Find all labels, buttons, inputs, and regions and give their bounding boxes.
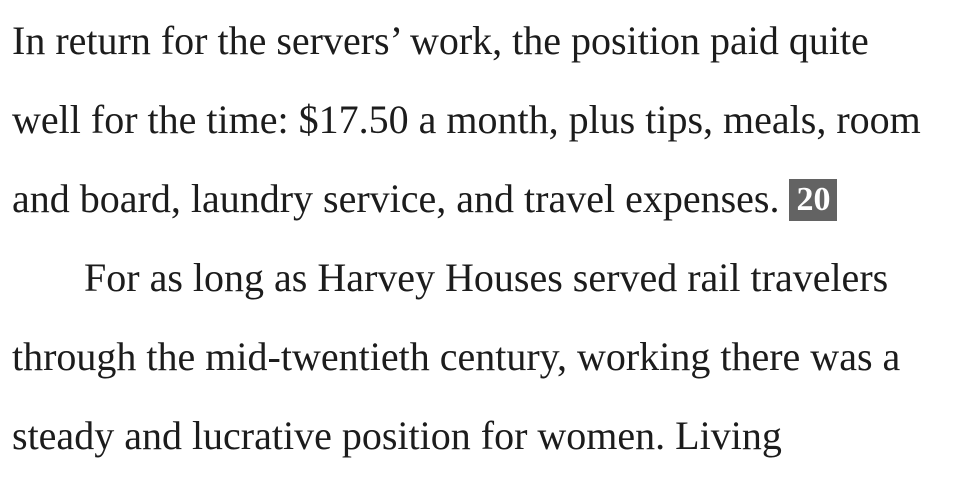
paragraph-line: In return for the servers’ work, the pos… (12, 18, 869, 63)
paragraph-line-indented: For as long as Harvey Houses served rail… (84, 255, 889, 300)
paragraph-line: through the mid-twentieth century, worki… (12, 334, 901, 379)
footnote-marker[interactable]: 20 (789, 179, 838, 221)
paragraph-line: well for the time: $17.50 a month, plus … (12, 97, 921, 142)
paragraph-line: and board, laundry service, and travel e… (12, 174, 838, 224)
paragraph-line: steady and lucrative position for women.… (12, 413, 782, 458)
paragraph-line-text: and board, laundry service, and travel e… (12, 176, 780, 221)
